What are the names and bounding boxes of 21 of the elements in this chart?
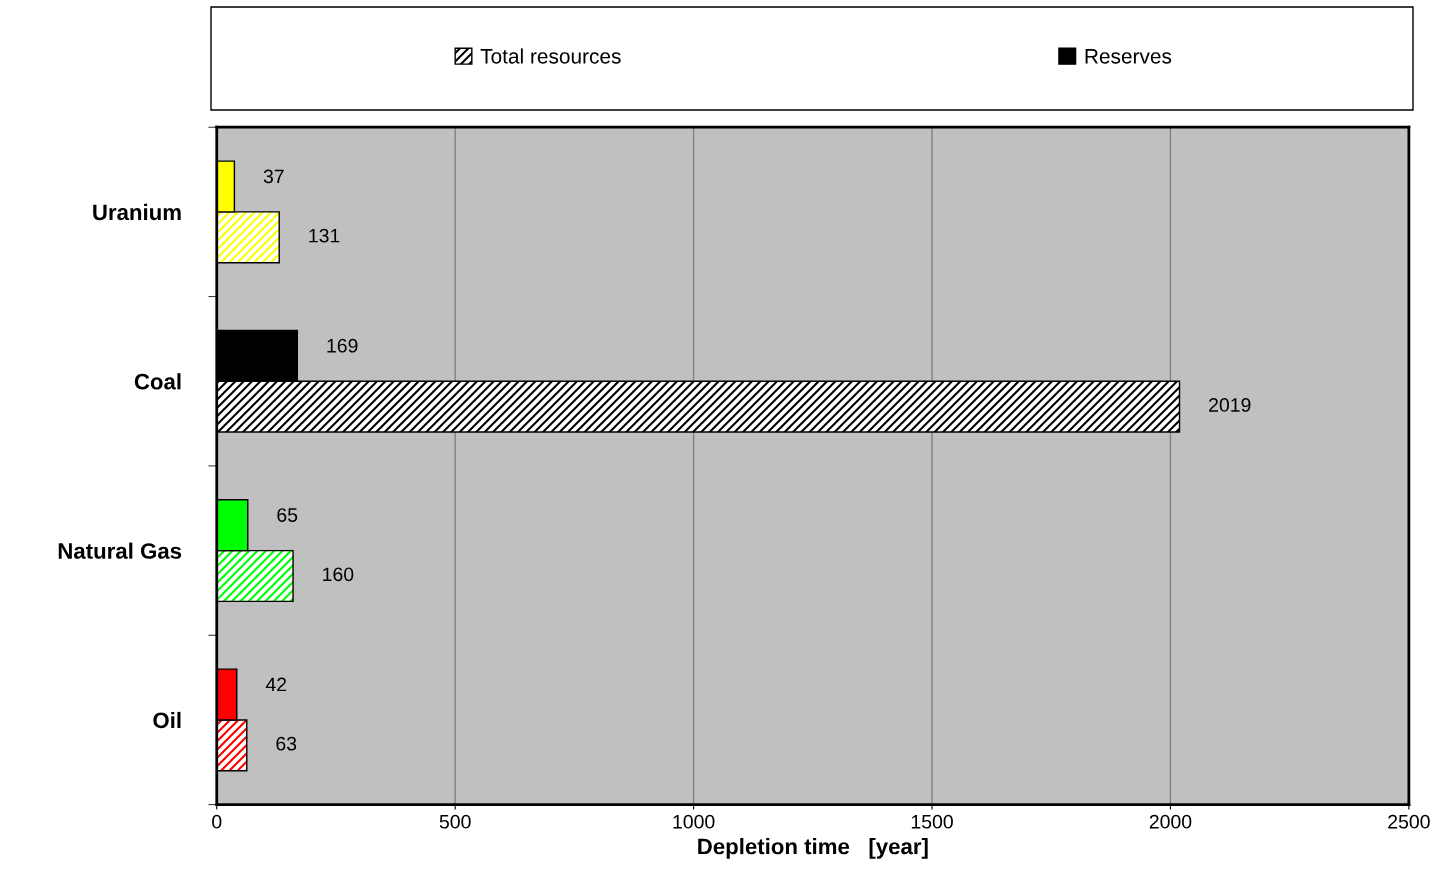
data-label: 63 (276, 736, 297, 751)
data-label: 131 (309, 228, 340, 243)
x-tick-label: 2000 (1149, 814, 1192, 829)
x-tick-label: 0 (212, 814, 222, 829)
data-label: 2019 (1209, 398, 1251, 412)
x-axis-title: Depletion time [year] (698, 838, 928, 859)
data-label: 37 (263, 169, 284, 184)
y-tick-label: Coal (134, 373, 181, 390)
x-tick-label: 1000 (673, 814, 715, 829)
y-tick-label: Natural Gas (58, 542, 182, 559)
x-tick-label: 500 (439, 814, 471, 829)
data-label: 65 (277, 508, 298, 522)
x-tick-label: 2500 (1388, 814, 1430, 829)
legend-label: Total resources (480, 48, 621, 64)
legend-label: Reserves (1085, 49, 1172, 64)
data-label: 160 (323, 567, 354, 582)
y-tick-label: Oil (153, 711, 181, 729)
y-tick-label: Uranium (93, 203, 181, 221)
data-label: 169 (327, 338, 358, 353)
x-tick-label: 1500 (911, 814, 953, 829)
data-label: 42 (265, 677, 287, 692)
